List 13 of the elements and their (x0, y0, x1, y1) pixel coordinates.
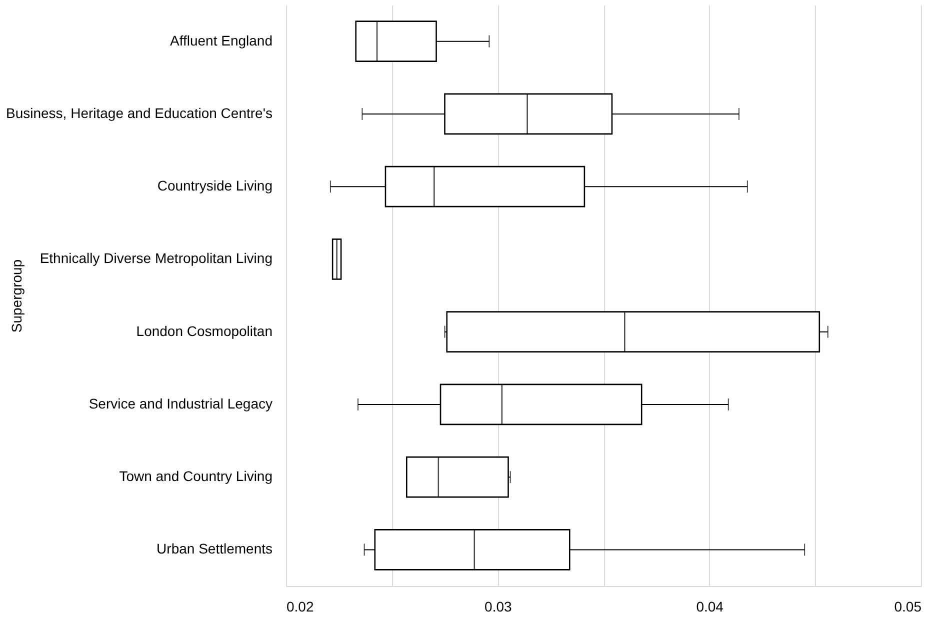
x-tick-label: 0.03 (484, 598, 512, 614)
y-tick-label: Urban Settlements (156, 540, 272, 557)
y-tick-label: Service and Industrial Legacy (88, 395, 272, 412)
y-tick-label: London Cosmopolitan (136, 322, 272, 339)
y-tick-label: Ethnically Diverse Metropolitan Living (40, 250, 272, 266)
x-tick-label: 0.04 (696, 598, 724, 614)
y-tick-label: Town and Country Living (119, 468, 272, 484)
y-tick-label: Affluent England (170, 32, 272, 48)
x-tick-label: 0.05 (894, 598, 922, 614)
y-axis-title: Supergroup (8, 259, 24, 333)
y-tick-label: Countryside Living (157, 178, 272, 194)
y-tick-label: Business, Heritage and Education Centre's (6, 104, 272, 121)
x-tick-label: 0.02 (286, 598, 314, 614)
